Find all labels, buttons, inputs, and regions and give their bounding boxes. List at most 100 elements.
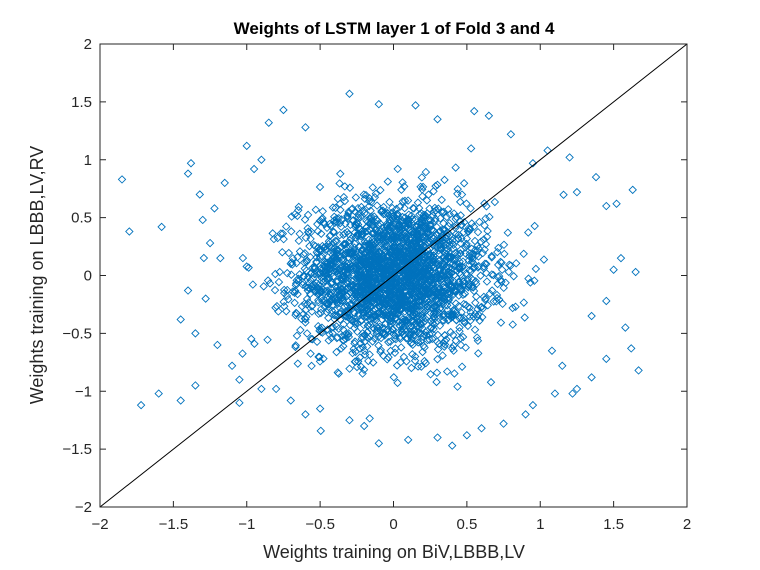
- data-point: [350, 257, 360, 266]
- data-point: [315, 245, 324, 254]
- data-point: [403, 435, 413, 445]
- data-point: [431, 214, 440, 224]
- data-point: [398, 259, 407, 268]
- data-point: [315, 357, 325, 366]
- data-point: [381, 220, 391, 229]
- data-point: [496, 257, 505, 267]
- data-point: [422, 285, 431, 294]
- data-point: [384, 299, 394, 308]
- data-point: [353, 318, 362, 328]
- data-point: [435, 256, 444, 265]
- data-point: [425, 220, 435, 229]
- data-point: [381, 307, 390, 317]
- data-point: [530, 276, 539, 285]
- data-point: [456, 211, 465, 220]
- data-point: [382, 262, 392, 271]
- data-point: [436, 244, 446, 254]
- data-point: [409, 272, 418, 281]
- data-point: [431, 274, 440, 284]
- data-point: [508, 320, 517, 329]
- data-point: [444, 236, 454, 246]
- data-point: [432, 368, 442, 377]
- data-point: [346, 220, 355, 230]
- data-point: [250, 339, 259, 348]
- data-point: [473, 246, 482, 255]
- data-point: [367, 212, 376, 221]
- data-point: [319, 277, 328, 286]
- data-point: [414, 328, 424, 338]
- y-tick-label: 2: [84, 36, 92, 53]
- data-point: [399, 237, 408, 246]
- data-point: [416, 329, 426, 338]
- data-point: [372, 261, 381, 271]
- data-point: [299, 258, 309, 267]
- data-point: [397, 185, 406, 195]
- data-point: [407, 249, 417, 258]
- y-axis-label: Weights training on LBBB,LV,RV: [27, 146, 47, 405]
- data-point: [356, 212, 365, 222]
- data-point: [458, 290, 468, 299]
- data-point: [456, 340, 466, 350]
- data-point: [461, 243, 470, 252]
- data-point: [450, 270, 459, 280]
- data-point: [317, 246, 326, 255]
- data-point: [329, 228, 338, 237]
- data-point: [374, 259, 384, 269]
- data-point: [359, 258, 369, 268]
- data-point: [357, 316, 366, 325]
- data-point: [398, 317, 407, 326]
- data-point: [424, 298, 433, 307]
- data-point: [385, 248, 395, 257]
- data-point: [353, 269, 363, 278]
- data-point: [311, 205, 321, 214]
- data-point: [421, 358, 431, 368]
- data-point: [300, 249, 310, 258]
- data-point: [504, 267, 514, 277]
- data-point: [406, 339, 416, 348]
- data-point: [305, 289, 315, 299]
- data-point: [439, 310, 448, 320]
- data-point: [440, 330, 449, 340]
- data-point: [313, 295, 323, 305]
- data-point: [332, 347, 341, 357]
- data-point: [482, 277, 492, 286]
- data-point: [449, 256, 459, 266]
- data-point: [430, 241, 439, 250]
- data-point: [428, 329, 437, 338]
- data-point: [292, 258, 301, 268]
- data-point: [317, 215, 327, 224]
- data-point: [318, 207, 327, 216]
- data-point: [506, 130, 516, 139]
- data-point: [337, 215, 346, 224]
- data-point: [227, 361, 237, 371]
- data-point: [306, 234, 315, 244]
- data-point: [474, 349, 483, 358]
- data-point: [316, 286, 326, 295]
- data-point: [387, 208, 396, 218]
- data-point: [450, 277, 459, 287]
- data-point: [315, 404, 325, 413]
- data-point: [447, 441, 457, 450]
- data-point: [434, 246, 443, 255]
- data-point: [456, 284, 465, 294]
- data-point: [312, 253, 321, 262]
- data-point: [353, 230, 363, 239]
- data-point: [393, 164, 402, 174]
- data-point: [470, 263, 480, 272]
- data-point: [407, 211, 416, 220]
- data-point: [421, 167, 431, 177]
- data-point: [432, 287, 441, 297]
- data-point: [433, 115, 442, 124]
- data-point: [423, 335, 432, 345]
- data-point: [440, 175, 449, 185]
- data-point: [340, 309, 349, 319]
- data-point: [282, 307, 291, 316]
- data-point: [386, 314, 395, 323]
- data-point: [528, 400, 538, 410]
- data-point: [315, 216, 325, 226]
- data-point: [496, 275, 505, 284]
- data-point: [429, 309, 439, 319]
- data-point: [453, 250, 462, 259]
- data-point: [457, 262, 467, 271]
- data-point: [591, 172, 601, 182]
